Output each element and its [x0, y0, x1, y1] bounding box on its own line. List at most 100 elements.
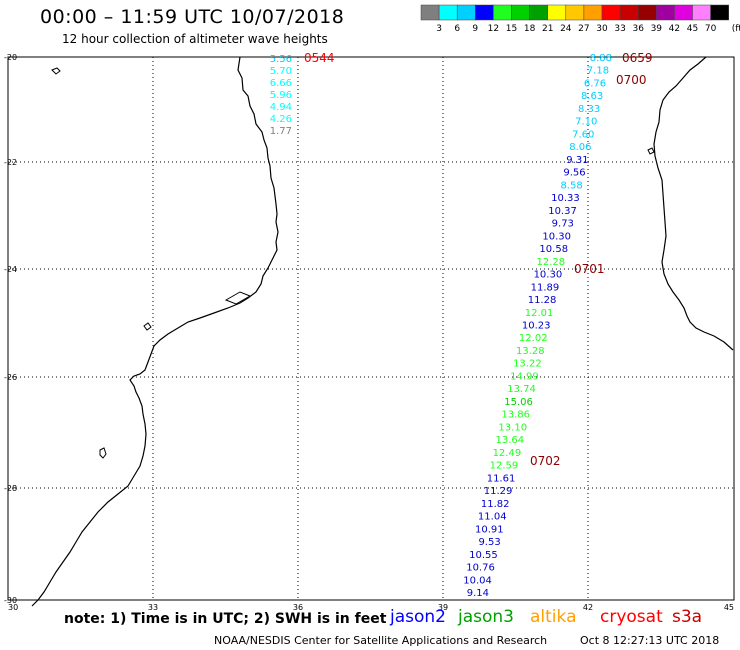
wave-height-value: 5.70	[270, 66, 292, 77]
wave-height-value: 13.86	[501, 410, 530, 421]
wave-height-value: 10.91	[475, 524, 504, 535]
wave-height-value: 10.04	[463, 575, 492, 586]
time-label: 0544	[304, 51, 335, 65]
wave-height-value: 8.33	[578, 104, 600, 115]
wave-height-value: 9.14	[467, 588, 489, 599]
wave-height-value: 10.33	[551, 193, 580, 204]
legend-label: 3	[436, 24, 442, 34]
wave-height-value: 13.28	[516, 346, 545, 357]
wave-height-value: 7.10	[575, 117, 597, 128]
longitude-tick-label: 30	[8, 603, 18, 612]
wave-height-value: 8.63	[581, 91, 603, 102]
wave-height-value: 1.77	[270, 126, 292, 137]
wave-height-value: 11.82	[481, 499, 510, 510]
wave-height-value: 9.53	[478, 537, 500, 548]
legend-swatch	[710, 4, 729, 21]
generated-timestamp: Oct 8 12:27:13 UTC 2018	[580, 634, 720, 647]
wave-height-value: 6.76	[584, 78, 606, 89]
legend-label: 21	[542, 24, 553, 34]
longitude-tick-label: 36	[293, 603, 303, 612]
wave-height-value: 4.26	[270, 114, 292, 125]
wave-height-value: 7.18	[587, 66, 609, 77]
legend-unit: (ft)	[732, 24, 740, 34]
wave-height-value: 10.30	[542, 231, 571, 242]
wave-height-value: 14.99	[510, 371, 539, 382]
wave-height-value: 12.28	[537, 257, 566, 268]
wave-height-value: 13.74	[507, 384, 536, 395]
wave-height-value: 8.88	[590, 53, 612, 64]
coastline-east	[647, 56, 734, 351]
wave-height-value: 6.66	[270, 78, 292, 89]
latitude-tick-label: -24	[4, 265, 17, 274]
legend-label: 30	[596, 24, 608, 34]
satellite-jason3-label: jason3	[458, 607, 514, 627]
legend-label: 70	[705, 24, 717, 34]
wave-height-value: 11.04	[478, 512, 507, 523]
time-label: 0659	[622, 51, 653, 65]
map-frame	[7, 56, 735, 601]
track-east: 8.88 7.186.76 8.63 8.33 7.107.60 8.06 9.31 9.56…	[463, 51, 652, 599]
wave-height-value: 10.76	[466, 563, 495, 574]
wave-height-value: 11.89	[531, 282, 560, 293]
satellite-cryosat-label: cryosat	[600, 607, 663, 627]
latitude-tick-label: -22	[4, 158, 17, 167]
wave-height-value: 10.23	[522, 321, 551, 332]
time-label: 0701	[574, 262, 605, 276]
time-label: 0700	[616, 73, 647, 87]
satellite-altika-label: altika	[530, 607, 577, 627]
wave-height-value: 4.94	[270, 102, 292, 113]
wave-height-value: 5.56	[270, 54, 292, 65]
legend-label: 33	[614, 24, 625, 34]
wave-height-value: 10.55	[469, 550, 498, 561]
longitude-tick-label: 42	[583, 603, 593, 612]
longitude-tick-label: 45	[724, 603, 734, 612]
legend-label: 15	[506, 24, 517, 34]
page-subtitle: 12 hour collection of altimeter wave hei…	[62, 32, 328, 46]
wave-height-value: 12.49	[493, 448, 522, 459]
credit-text: NOAA/NESDIS Center for Satellite Applica…	[214, 634, 548, 647]
longitude-tick-label: 39	[438, 603, 448, 612]
wave-height-value: 9.56	[563, 168, 585, 179]
wave-height-value: 13.64	[496, 435, 525, 446]
legend-label: 9	[472, 24, 478, 34]
wave-height-value: 5.96	[270, 90, 292, 101]
wave-height-value: 13.10	[498, 422, 527, 433]
track-0544: 5.565.706.665.964.944.261.77 0544	[270, 51, 335, 137]
wave-height-value: 11.61	[487, 473, 516, 484]
legend-label: 36	[632, 24, 644, 34]
wave-height-value: 12.01	[525, 308, 554, 319]
wave-height-value: 8.06	[569, 142, 591, 153]
legend-label: 24	[560, 24, 572, 34]
satellite-s3a-label: s3a	[672, 607, 703, 627]
latitude-tick-label: -20	[4, 53, 17, 62]
coastline-west	[31, 56, 279, 607]
satellite-jason2-label: jason2	[390, 607, 446, 627]
legend-label: 42	[669, 24, 680, 34]
wave-height-value: 8.58	[560, 180, 582, 191]
legend-label: 12	[488, 24, 499, 34]
latitude-tick-label: -28	[4, 484, 17, 493]
footer-note: note: 1) Time is in UTC; 2) SWH is in fe…	[64, 611, 387, 627]
wave-height-value: 15.06	[504, 397, 533, 408]
wave-height-value: 11.28	[528, 295, 557, 306]
wave-height-value: 12.02	[519, 333, 548, 344]
wave-height-value: 10.37	[548, 206, 577, 217]
wave-height-value: 13.22	[513, 359, 542, 370]
map-panel: 30 33 36 39 42 45-20-22-24-26-28-305.565.706.…	[4, 51, 735, 612]
legend-label: 18	[524, 24, 536, 34]
legend-label: 45	[687, 24, 698, 34]
wave-height-value: 9.73	[552, 219, 574, 230]
latitude-tick-label: -30	[4, 596, 17, 605]
legend-label: 39	[651, 24, 663, 34]
legend-label: 6	[454, 24, 460, 34]
longitude-tick-label: 33	[148, 603, 158, 612]
wave-height-value: 10.58	[539, 244, 568, 255]
time-label: 0702	[530, 454, 561, 468]
page-title: 00:00 – 11:59 UTC 10/07/2018	[40, 6, 345, 28]
wave-height-value: 7.60	[572, 129, 594, 140]
wave-height-value: 9.31	[566, 155, 588, 166]
latitude-tick-label: -26	[4, 373, 17, 382]
wave-height-value: 12.59	[490, 461, 519, 472]
